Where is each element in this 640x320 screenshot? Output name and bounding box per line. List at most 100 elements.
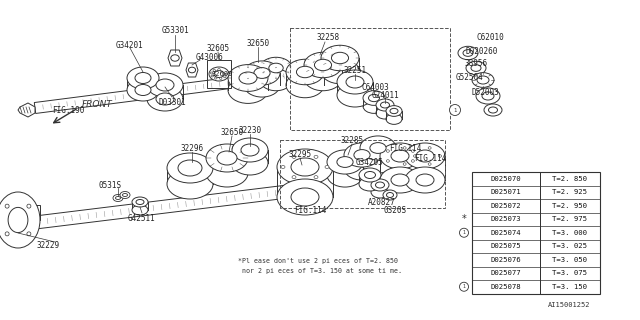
Text: T=2. 950: T=2. 950 [552, 203, 588, 209]
Bar [280, 140, 445, 208]
Ellipse shape [147, 87, 183, 111]
Text: T=2. 850: T=2. 850 [552, 176, 588, 182]
Ellipse shape [260, 57, 292, 79]
Text: 32285: 32285 [340, 135, 364, 145]
Bar [290, 28, 450, 130]
Ellipse shape [386, 114, 402, 124]
Ellipse shape [405, 167, 445, 193]
Text: G52504: G52504 [456, 73, 484, 82]
Ellipse shape [115, 196, 120, 199]
Ellipse shape [5, 204, 9, 208]
Ellipse shape [304, 52, 342, 78]
Ellipse shape [132, 197, 148, 207]
Ellipse shape [344, 143, 380, 167]
Ellipse shape [244, 61, 280, 85]
Ellipse shape [472, 73, 494, 87]
Polygon shape [18, 103, 35, 117]
Ellipse shape [458, 46, 478, 60]
Ellipse shape [167, 169, 213, 199]
Text: 1: 1 [463, 230, 465, 235]
Ellipse shape [466, 61, 486, 75]
Text: FIG.114: FIG.114 [389, 143, 421, 153]
Ellipse shape [254, 68, 270, 78]
Text: T=3. 050: T=3. 050 [552, 257, 588, 263]
Ellipse shape [214, 77, 217, 79]
Ellipse shape [363, 99, 385, 113]
Ellipse shape [327, 163, 363, 187]
Text: G43006: G43006 [196, 52, 224, 61]
Ellipse shape [167, 153, 213, 183]
Ellipse shape [390, 108, 398, 114]
Text: D025075: D025075 [491, 243, 522, 249]
Polygon shape [168, 50, 182, 66]
Ellipse shape [178, 160, 202, 176]
Ellipse shape [281, 165, 285, 169]
Text: G42511: G42511 [128, 213, 156, 222]
Ellipse shape [365, 172, 376, 179]
Ellipse shape [269, 63, 284, 73]
Text: D025070: D025070 [491, 176, 522, 182]
Ellipse shape [156, 79, 174, 91]
Text: 32296: 32296 [180, 143, 204, 153]
Text: 32605: 32605 [207, 44, 230, 52]
Ellipse shape [156, 93, 174, 105]
Ellipse shape [360, 136, 396, 160]
Ellipse shape [241, 144, 259, 156]
Ellipse shape [244, 73, 280, 97]
Ellipse shape [403, 163, 406, 165]
Text: FIG.190: FIG.190 [52, 106, 84, 115]
Bar [207, 60, 231, 88]
Ellipse shape [314, 176, 318, 179]
Text: *Pl ease don't use 2 pi eces of T=2. 850: *Pl ease don't use 2 pi eces of T=2. 850 [238, 258, 398, 264]
Ellipse shape [291, 188, 319, 206]
Ellipse shape [209, 67, 229, 81]
Text: T=2. 925: T=2. 925 [552, 189, 588, 195]
Ellipse shape [484, 104, 502, 116]
Ellipse shape [359, 168, 381, 182]
Ellipse shape [127, 67, 159, 89]
Text: D025071: D025071 [491, 189, 522, 195]
Circle shape [460, 228, 468, 237]
Ellipse shape [136, 199, 144, 204]
Ellipse shape [412, 160, 414, 162]
Ellipse shape [211, 75, 214, 77]
Text: nor 2 pi eces of T=3. 150 at some ti me.: nor 2 pi eces of T=3. 150 at some ti me. [238, 268, 402, 274]
Text: D020260: D020260 [466, 46, 498, 55]
Text: G24011: G24011 [371, 91, 399, 100]
Ellipse shape [344, 156, 380, 180]
Text: T=3. 025: T=3. 025 [552, 243, 588, 249]
Ellipse shape [132, 205, 148, 215]
Ellipse shape [206, 159, 248, 187]
Ellipse shape [428, 163, 431, 165]
Text: T=2. 975: T=2. 975 [552, 216, 588, 222]
Ellipse shape [120, 191, 130, 198]
Text: D025072: D025072 [491, 203, 522, 209]
Ellipse shape [127, 79, 159, 101]
Ellipse shape [171, 55, 179, 61]
Polygon shape [186, 63, 198, 77]
Text: 32295: 32295 [289, 149, 312, 158]
Ellipse shape [314, 156, 318, 158]
Text: D025076: D025076 [491, 257, 522, 263]
Ellipse shape [314, 59, 332, 71]
Ellipse shape [292, 176, 296, 179]
Ellipse shape [27, 204, 31, 208]
Ellipse shape [354, 150, 370, 160]
Ellipse shape [380, 143, 420, 169]
Text: D025073: D025073 [491, 216, 522, 222]
Ellipse shape [380, 167, 420, 193]
Ellipse shape [387, 193, 394, 197]
Text: 32230: 32230 [239, 125, 262, 134]
Ellipse shape [416, 150, 434, 162]
Ellipse shape [206, 144, 248, 172]
Text: *: * [461, 214, 467, 224]
Ellipse shape [332, 52, 349, 64]
Ellipse shape [113, 195, 123, 202]
Ellipse shape [428, 147, 431, 149]
Ellipse shape [213, 69, 216, 71]
Polygon shape [14, 184, 301, 231]
Ellipse shape [363, 91, 385, 105]
Text: 32650: 32650 [220, 127, 244, 137]
Ellipse shape [27, 232, 31, 236]
Ellipse shape [260, 69, 292, 91]
